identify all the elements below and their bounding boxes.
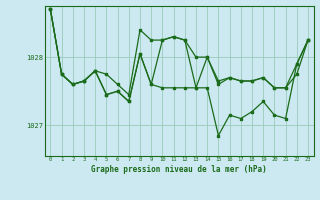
X-axis label: Graphe pression niveau de la mer (hPa): Graphe pression niveau de la mer (hPa) xyxy=(91,165,267,174)
